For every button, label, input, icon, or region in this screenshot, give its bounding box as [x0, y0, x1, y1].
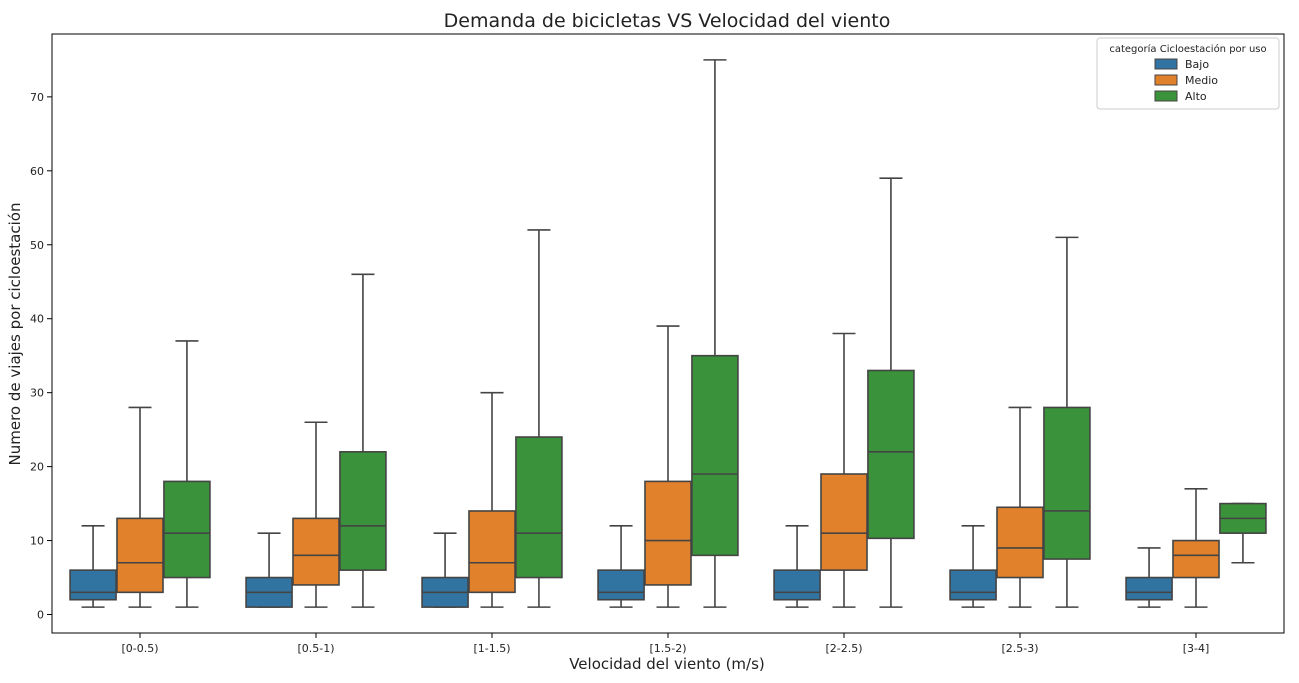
legend-swatch-medio: [1154, 74, 1178, 86]
legend: categoría Cicloestación por uso Bajo Medio…: [1096, 37, 1280, 110]
box-medio-5: [996, 406, 1044, 608]
box-iqr: [597, 569, 645, 601]
box-alto-5: [1043, 236, 1091, 608]
box-iqr: [1043, 406, 1091, 560]
box-iqr: [468, 510, 516, 594]
box-medio-3: [644, 325, 692, 608]
y-tick-label: 20: [30, 461, 44, 474]
x-tick-label: [2-2.5): [825, 642, 862, 655]
box-iqr: [292, 517, 340, 586]
box-medio-4: [820, 332, 868, 608]
box-bajo-5: [949, 524, 997, 608]
chart-title: Demanda de bicicletas VS Velocidad del v…: [444, 10, 891, 32]
box-iqr: [773, 569, 821, 601]
box-medio-2: [468, 391, 516, 608]
box-alto-0: [163, 340, 211, 608]
legend-label-bajo: Bajo: [1185, 58, 1209, 71]
x-tick-label: [2.5-3): [1001, 642, 1038, 655]
x-tick-label: [3-4]: [1183, 642, 1210, 655]
x-tick-label: [0-0.5): [121, 642, 158, 655]
box-iqr: [339, 451, 387, 571]
box-bajo-1: [245, 532, 293, 608]
plot-area: 0 10 20 30 40 50 60 70 [0-0.5) [0.5-1) [1-1.5) [1.5…: [30, 33, 1285, 655]
legend-swatch-alto: [1154, 90, 1178, 102]
box-medio-0: [116, 406, 164, 608]
y-tick-label: 60: [30, 165, 44, 178]
box-alto-2: [515, 229, 563, 608]
box-bajo-4: [773, 524, 821, 608]
y-tick-label: 70: [30, 91, 44, 104]
box-iqr: [644, 480, 692, 586]
y-tick-label: 10: [30, 535, 44, 548]
box-bajo-3: [597, 524, 645, 608]
y-axis-label: Numero de viajes por cicloestación: [6, 203, 24, 466]
box-bajo-2: [421, 532, 469, 608]
y-tick-label: 40: [30, 313, 44, 326]
x-tick-label: [1.5-2): [649, 642, 686, 655]
box-alto-6: [1219, 502, 1267, 564]
y-tick-label: 0: [37, 609, 44, 622]
box-alto-1: [339, 273, 387, 608]
box-iqr: [1125, 576, 1173, 601]
y-tick-label: 30: [30, 387, 44, 400]
box-iqr: [1172, 539, 1220, 579]
x-tick-label: [1-1.5): [473, 642, 510, 655]
legend-frame: [1096, 37, 1280, 110]
box-iqr: [116, 517, 164, 594]
legend-swatch-bajo: [1154, 58, 1178, 70]
legend-label-medio: Medio: [1185, 74, 1218, 87]
box-bajo-0: [69, 524, 117, 608]
box-alto-4: [867, 177, 915, 608]
box-iqr: [949, 569, 997, 601]
box-iqr: [515, 436, 563, 579]
y-tick-label: 50: [30, 239, 44, 252]
box-medio-6: [1172, 487, 1220, 608]
box-bajo-6: [1125, 547, 1173, 608]
box-iqr: [69, 569, 117, 601]
legend-title: categoría Cicloestación por uso: [1109, 43, 1266, 55]
box-iqr: [691, 354, 739, 557]
legend-label-alto: Alto: [1185, 90, 1207, 103]
box-iqr: [820, 473, 868, 571]
box-iqr: [867, 369, 915, 540]
box-alto-3: [691, 59, 739, 608]
x-axis-label: Velocidad del viento (m/s): [569, 655, 765, 673]
x-tick-label: [0.5-1): [297, 642, 334, 655]
box-iqr: [163, 480, 211, 579]
box-iqr: [996, 506, 1044, 579]
box-medio-1: [292, 421, 340, 608]
